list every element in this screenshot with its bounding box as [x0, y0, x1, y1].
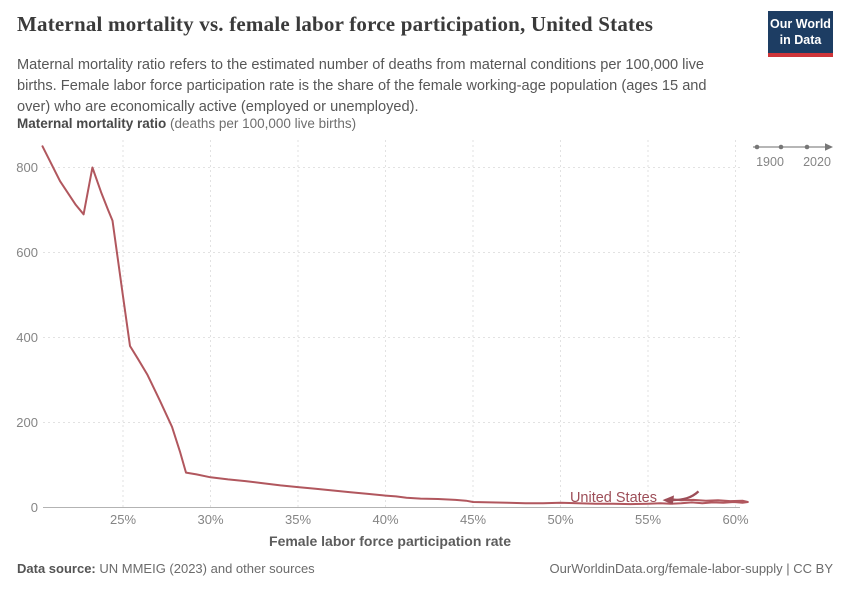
page-title: Maternal mortality vs. female labor forc… — [17, 12, 654, 36]
y-tick-label: 200 — [16, 415, 38, 430]
owid-logo[interactable]: Our World in Data — [768, 11, 833, 57]
x-tick-label: 25% — [110, 512, 136, 527]
timeline-arrow-icon — [825, 143, 833, 151]
owid-logo-line2: in Data — [779, 33, 822, 48]
y-axis-title-bold: Maternal mortality ratio — [17, 116, 167, 131]
grid-layer: 25% 30% 35% 40% 45% 50% 55% 60% 0 200 400 600 800 Fem… — [16, 140, 749, 549]
x-tick-label: 30% — [197, 512, 223, 527]
series-layer — [41, 145, 749, 506]
x-tick-label: 40% — [372, 512, 398, 527]
data-source-note: Data source: UN MMEIG (2023) and other s… — [17, 561, 315, 576]
y-axis-title: Maternal mortality ratio (deaths per 100… — [17, 116, 356, 131]
timeline-start-label[interactable]: 1900 — [756, 155, 784, 169]
y-axis-title-units: (deaths per 100,000 live births) — [166, 116, 357, 131]
entity-label: United States — [570, 490, 657, 506]
x-tick-label: 35% — [285, 512, 311, 527]
timeline-dot[interactable] — [754, 144, 760, 150]
x-tick-label: 60% — [722, 512, 748, 527]
timeline-dot[interactable] — [804, 144, 810, 150]
entity-arrow — [671, 490, 700, 502]
data-source-text: UN MMEIG (2023) and other sources — [95, 561, 315, 576]
y-tick-label: 400 — [16, 330, 38, 345]
entity-arrow-head-icon — [662, 495, 674, 505]
y-tick-label: 800 — [16, 160, 38, 175]
owid-logo-line1: Our World — [770, 17, 831, 31]
x-tick-label: 45% — [460, 512, 486, 527]
chart-subtitle: Maternal mortality ratio refers to the e… — [17, 57, 707, 115]
annotation-layer: United States — [570, 490, 700, 506]
x-tick-label: 55% — [635, 512, 661, 527]
x-axis-title: Female labor force participation rate — [269, 533, 511, 549]
timeline-control[interactable]: 1900 2020 — [753, 143, 833, 169]
y-tick-label: 600 — [16, 245, 38, 260]
timeline-dot[interactable] — [778, 144, 784, 150]
y-tick-label: 0 — [31, 500, 38, 515]
series-line[interactable] — [41, 145, 749, 506]
timeline-end-label[interactable]: 2020 — [803, 155, 831, 169]
x-tick-label: 50% — [547, 512, 573, 527]
data-source-label: Data source: — [17, 561, 96, 576]
license-note: OurWorldinData.org/female-labor-supply |… — [549, 561, 833, 576]
